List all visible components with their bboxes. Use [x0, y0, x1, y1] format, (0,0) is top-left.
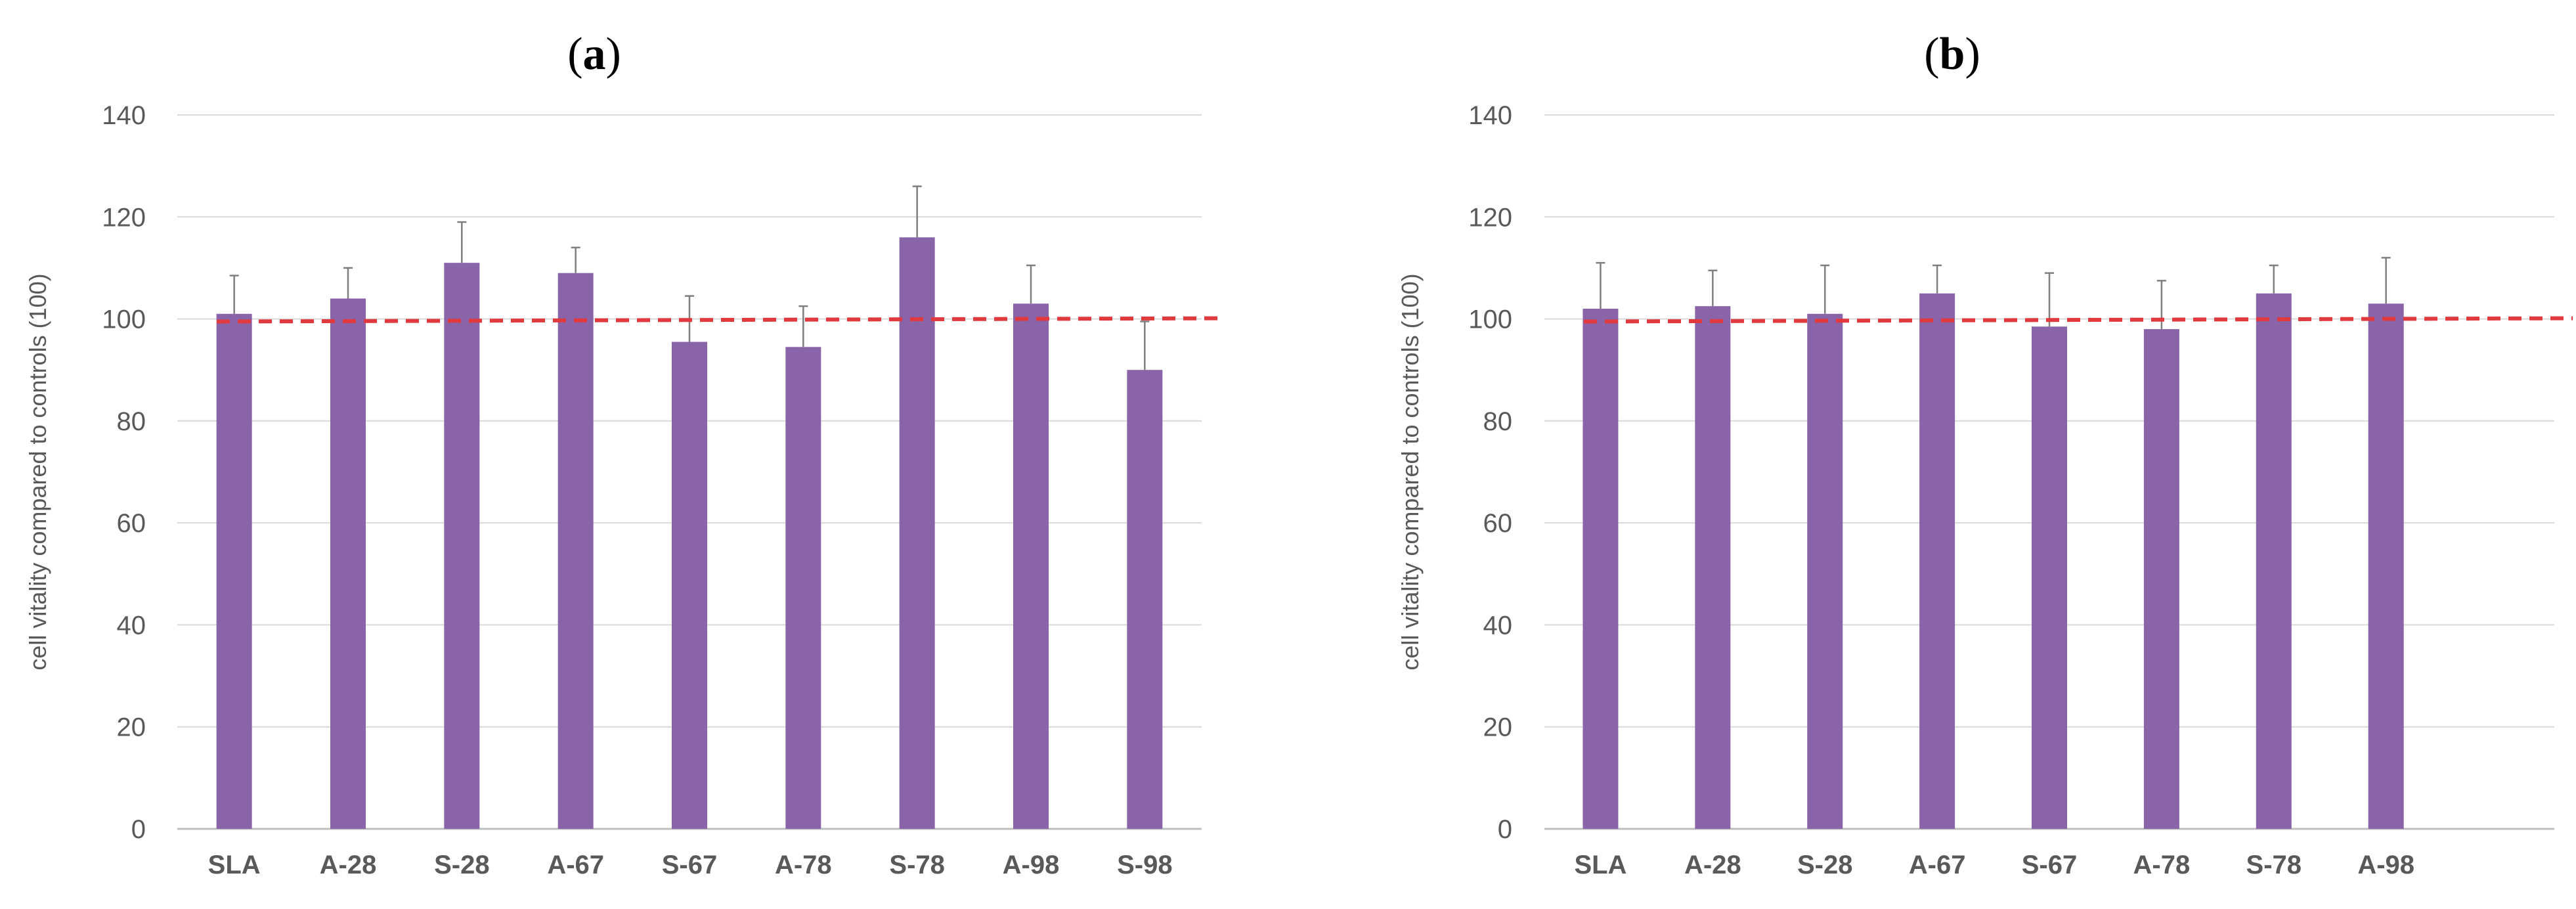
y-tick-label: 120: [1468, 203, 1512, 232]
bar: [1583, 309, 1619, 829]
x-tick-label: A-98: [1003, 851, 1060, 879]
y-tick-label: 140: [102, 101, 146, 130]
x-tick-label: SLA: [1574, 851, 1626, 879]
y-axis-title: cell vitality compared to controls (100): [24, 273, 51, 670]
bar: [672, 342, 707, 829]
y-tick-label: 20: [117, 713, 146, 742]
chart-title-open-paren: (: [1924, 29, 1939, 79]
x-tick-label: A-78: [775, 851, 832, 879]
chart-a: (a) 0 20 40 60 80 100 120 140 cell vitality compa…: [24, 29, 1221, 879]
chart-title: (b): [1924, 29, 1980, 79]
bar: [557, 273, 594, 829]
y-tick-label: 40: [1483, 611, 1513, 640]
y-axis-title: cell vitality compared to controls (100): [1397, 273, 1424, 670]
bar: [899, 237, 935, 829]
y-tick-label: 60: [117, 509, 146, 538]
bar: [2368, 303, 2404, 829]
bar: [330, 298, 366, 829]
reference-line: [1583, 316, 2573, 324]
chart-title-open-paren: (: [567, 29, 582, 79]
chart-title: (a): [567, 29, 621, 79]
bar: [785, 347, 821, 829]
y-tick-label: 80: [1483, 407, 1513, 436]
x-tick-label: S-28: [434, 851, 490, 879]
x-tick-label: SLA: [208, 851, 261, 879]
bar: [2032, 326, 2067, 829]
chart-b: (b) 0 20 40 60 80 100 120 140 cell vitality compa…: [1397, 29, 2573, 879]
x-tick-label: S-28: [1797, 851, 1853, 879]
x-tick-label: S-78: [889, 851, 945, 879]
x-tick-label: S-98: [1117, 851, 1173, 879]
chart-title-close-paren: ): [1965, 29, 1980, 79]
chart-title-letter: a: [583, 29, 606, 79]
y-tick-label: 120: [102, 203, 146, 232]
bar: [2143, 329, 2179, 830]
y-tick-label: 100: [1468, 305, 1512, 334]
x-tick-label: A-78: [2133, 851, 2191, 879]
bar: [444, 263, 480, 829]
bar: [216, 313, 252, 829]
bar: [1807, 313, 1843, 829]
x-tick-label: A-98: [2357, 851, 2414, 879]
x-tick-label: S-78: [2246, 851, 2302, 879]
chart-title-close-paren: ): [606, 29, 621, 79]
x-tick-label: A-28: [1684, 851, 1741, 879]
y-tick-label: 0: [131, 815, 146, 844]
x-tick-label: A-67: [1909, 851, 1966, 879]
chart-title-letter: b: [1940, 29, 1965, 79]
x-tick-label: S-67: [662, 851, 718, 879]
y-tick-label: 100: [102, 305, 146, 334]
bar: [1695, 306, 1731, 829]
bar: [1013, 303, 1049, 829]
bar: [1919, 293, 1955, 829]
y-tick-label: 0: [1498, 815, 1512, 844]
bar: [2256, 293, 2292, 829]
y-tick-label: 20: [1483, 713, 1513, 742]
y-tick-label: 60: [1483, 509, 1513, 538]
y-tick-label: 40: [117, 611, 146, 640]
x-tick-label: A-67: [547, 851, 604, 879]
x-tick-label: A-28: [320, 851, 377, 879]
y-tick-label: 140: [1468, 101, 1512, 130]
y-tick-label: 80: [117, 407, 146, 436]
bar: [1127, 370, 1163, 829]
x-tick-label: S-67: [2022, 851, 2078, 879]
